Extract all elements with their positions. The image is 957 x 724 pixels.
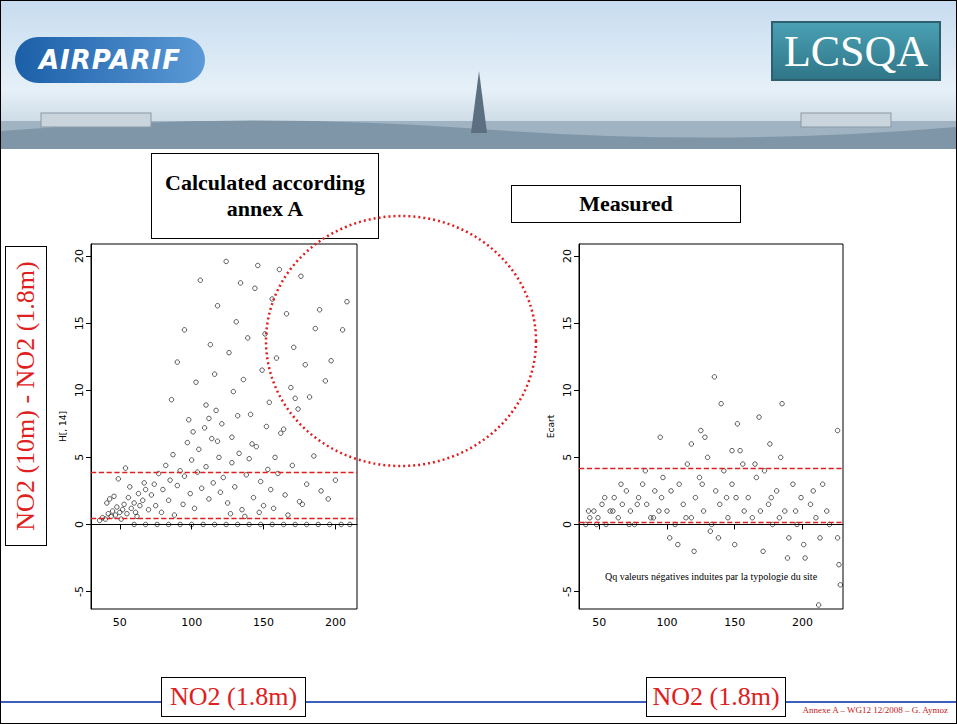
html-text:NO2 (1.8m): NO2 (1.8m): [652, 682, 780, 711]
svg-text:20: 20: [561, 249, 574, 263]
svg-text:50: 50: [113, 616, 127, 629]
svg-text:-5: -5: [561, 586, 574, 597]
svg-text:100: 100: [657, 616, 678, 629]
svg-text:10: 10: [73, 383, 86, 397]
svg-text:0: 0: [73, 521, 86, 528]
svg-text:15: 15: [73, 316, 86, 330]
svg-text:5: 5: [73, 454, 86, 461]
html-text:Annexe A – WG12 12/2008 – G. A: Annexe A – WG12 12/2008 – G. Aymoz: [802, 705, 948, 715]
svg-text:-5: -5: [73, 586, 86, 597]
svg-text:150: 150: [724, 616, 745, 629]
svg-text:H[, 14]: H[, 14]: [58, 411, 68, 442]
svg-text:50: 50: [592, 616, 606, 629]
svg-text:150: 150: [253, 616, 274, 629]
html-text:AIRPARIF: AIRPARIF: [39, 45, 181, 75]
html-text:Measured: Measured: [579, 190, 673, 216]
svg-text:Ecart: Ecart: [546, 414, 556, 438]
svg-text:100: 100: [181, 616, 202, 629]
svg-text:20: 20: [73, 249, 86, 263]
html-text:NO2 (1.8m): NO2 (1.8m): [170, 682, 297, 711]
svg-text:200: 200: [792, 616, 813, 629]
svg-text:5: 5: [561, 454, 574, 461]
html-text:Calculated according annex A: Calculated according annex A: [165, 169, 365, 221]
svg-text:0: 0: [561, 521, 574, 528]
html-text:LCSQA: LCSQA: [783, 26, 929, 76]
svg-text:200: 200: [325, 616, 346, 629]
html-text:NO2 (10m) - NO2 (1.8m): NO2 (10m) - NO2 (1.8m): [11, 261, 40, 531]
svg-text:10: 10: [561, 383, 574, 397]
svg-text:15: 15: [561, 316, 574, 330]
svg-text:Qq valeurs négatives induites: Qq valeurs négatives induites par la typ…: [605, 571, 818, 582]
